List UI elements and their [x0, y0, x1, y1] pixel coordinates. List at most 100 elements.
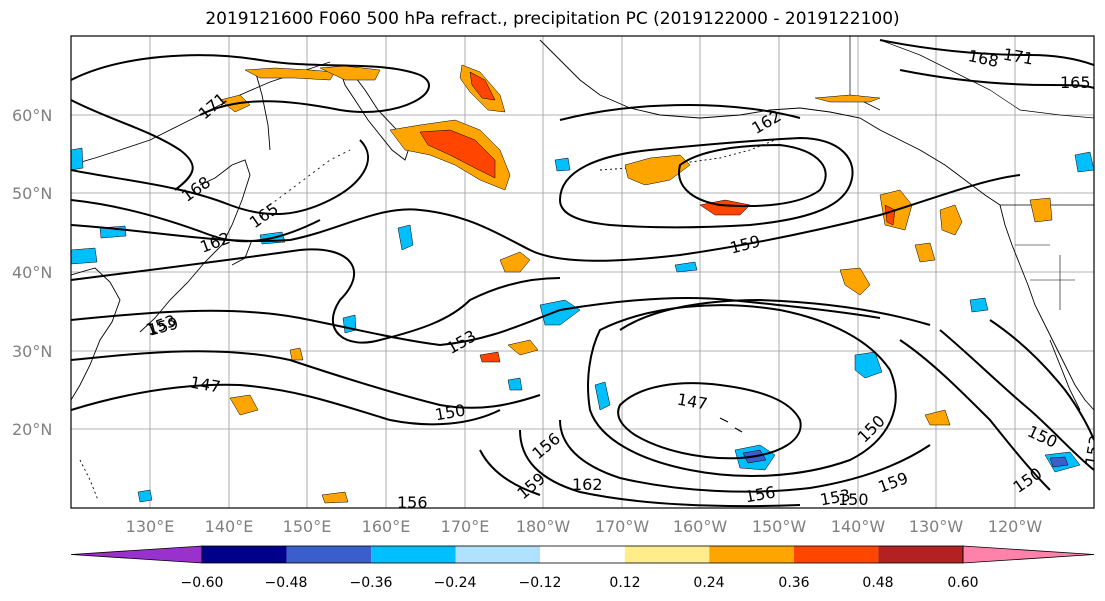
contour-gulf-low-inner	[678, 143, 827, 208]
colorbar-tick-label: 0.12	[609, 575, 640, 591]
refractivity-contours	[71, 39, 1094, 508]
colorbar: −0.60 −0.48 −0.36 −0.24 −0.12 0.12 0.24 …	[70, 545, 1095, 591]
colorbar-swatch	[793, 546, 879, 563]
shade-neg-7	[594, 381, 611, 411]
latitude-labels: 60°N 50°N 40°N 30°N 20°N	[12, 106, 52, 439]
shade-neg-13	[554, 157, 571, 172]
map-frame	[70, 35, 1095, 509]
shade-mid-2	[839, 267, 871, 296]
colorbar-swatch	[709, 546, 794, 563]
lat-label: 30°N	[12, 342, 52, 361]
lat-label: 20°N	[12, 420, 52, 439]
lat-label: 60°N	[12, 106, 52, 125]
lon-label: 150°E	[283, 517, 332, 536]
shade-neg-1	[397, 224, 414, 251]
contour-mid-loop	[619, 298, 931, 331]
colorbar-swatch	[455, 546, 541, 563]
shade-neg-3	[854, 351, 883, 379]
shade-mid-1	[499, 251, 531, 273]
map-panel: 171 168 165 162 159 156 153 150 147 171 …	[71, 36, 1105, 512]
lon-label: 120°W	[988, 517, 1043, 536]
shade-mid-3	[914, 242, 936, 263]
coast-philippines	[79, 459, 99, 501]
coast-sakhalin	[254, 69, 271, 151]
coast-hawaii	[719, 417, 743, 433]
shade-neg-6	[342, 314, 357, 334]
contour-label: 150	[838, 490, 869, 509]
coast-kamchatka	[339, 69, 411, 161]
shade-northeast-pac	[1029, 197, 1053, 223]
colorbar-outline	[201, 545, 964, 564]
colorbar-swatch	[286, 546, 372, 563]
contour-label: 165	[1060, 73, 1091, 92]
shade-bering	[244, 67, 336, 81]
shade-bc-core	[884, 204, 896, 226]
colorbar-swatch	[70, 545, 203, 564]
shade-neg-9	[71, 247, 98, 265]
coastlines	[71, 36, 1094, 501]
contour-gulf-low	[558, 136, 854, 229]
contour-162-west	[71, 199, 321, 243]
border-states	[1015, 244, 1075, 310]
shade-gulf-alaska-2	[814, 94, 881, 103]
shade-neg-15	[507, 377, 523, 391]
coast-canada-north	[879, 39, 1094, 119]
shade-jp-sea	[289, 347, 304, 361]
contour-ne-165	[899, 69, 1094, 89]
contour-162-south	[479, 449, 541, 496]
shade-kamchatka-north-core	[469, 71, 496, 101]
contour-label: 153	[818, 485, 851, 509]
contour-high-loop	[587, 304, 897, 477]
shade-neg-11	[969, 297, 989, 313]
lat-label: 50°N	[12, 184, 52, 203]
contour-150-west	[71, 350, 541, 409]
contour-label: 162	[572, 475, 603, 494]
shade-south-4	[321, 491, 349, 504]
contour-eastern-3	[989, 319, 1094, 441]
contour-label: 156	[397, 493, 428, 512]
colorbar-tick-label: 0.60	[947, 575, 978, 591]
contour-147-inner	[617, 382, 802, 460]
colorbar-tick-label: 0.48	[862, 575, 893, 591]
colorbar-swatch	[962, 545, 1095, 564]
lon-label: 130°W	[909, 517, 964, 536]
colorbar-tick-label: −0.60	[181, 575, 224, 591]
contour-156-south	[559, 419, 931, 493]
contour-label: 153	[1081, 434, 1105, 467]
shade-west-coast	[939, 204, 963, 236]
contour-168-west	[71, 99, 194, 191]
colorbar-swatch	[202, 546, 287, 563]
contour-156-west	[71, 248, 561, 344]
colorbar-tick-label: 0.24	[693, 575, 724, 591]
colorbar-tick-label: −0.24	[434, 575, 477, 591]
lon-label: 170°W	[595, 517, 650, 536]
lon-label: 150°W	[752, 517, 807, 536]
colorbar-swatch	[624, 546, 710, 563]
contour-eastern-1	[899, 339, 1051, 491]
shade-neg-2	[539, 299, 581, 326]
shade-south-2	[507, 339, 539, 356]
colorbar-swatch	[371, 546, 456, 563]
lon-label: 160°E	[362, 517, 411, 536]
contour-159-south	[519, 429, 801, 508]
shade-south-5	[924, 409, 951, 426]
lon-label: 140°W	[831, 517, 886, 536]
shade-neg-16	[674, 261, 698, 273]
coast-korea-china	[71, 267, 121, 401]
shade-okhotsk-core	[419, 129, 496, 179]
shade-south-1	[229, 394, 259, 416]
contour-147-west	[71, 383, 501, 426]
colorbar-tick-label: −0.48	[265, 575, 308, 591]
lon-label: 170°E	[441, 517, 490, 536]
lon-label: 180°W	[516, 517, 571, 536]
coast-north-america	[999, 204, 1094, 411]
contour-153-west	[71, 297, 881, 347]
shade-neg-12	[1074, 151, 1094, 173]
colorbar-tick-label: −0.12	[519, 575, 562, 591]
colorbar-swatch	[878, 546, 963, 563]
colorbar-swatch	[540, 546, 625, 563]
contour-165-west	[71, 139, 370, 215]
shade-neg-8	[71, 147, 84, 171]
lon-label: 160°W	[673, 517, 728, 536]
shade-neg-17	[137, 489, 153, 503]
